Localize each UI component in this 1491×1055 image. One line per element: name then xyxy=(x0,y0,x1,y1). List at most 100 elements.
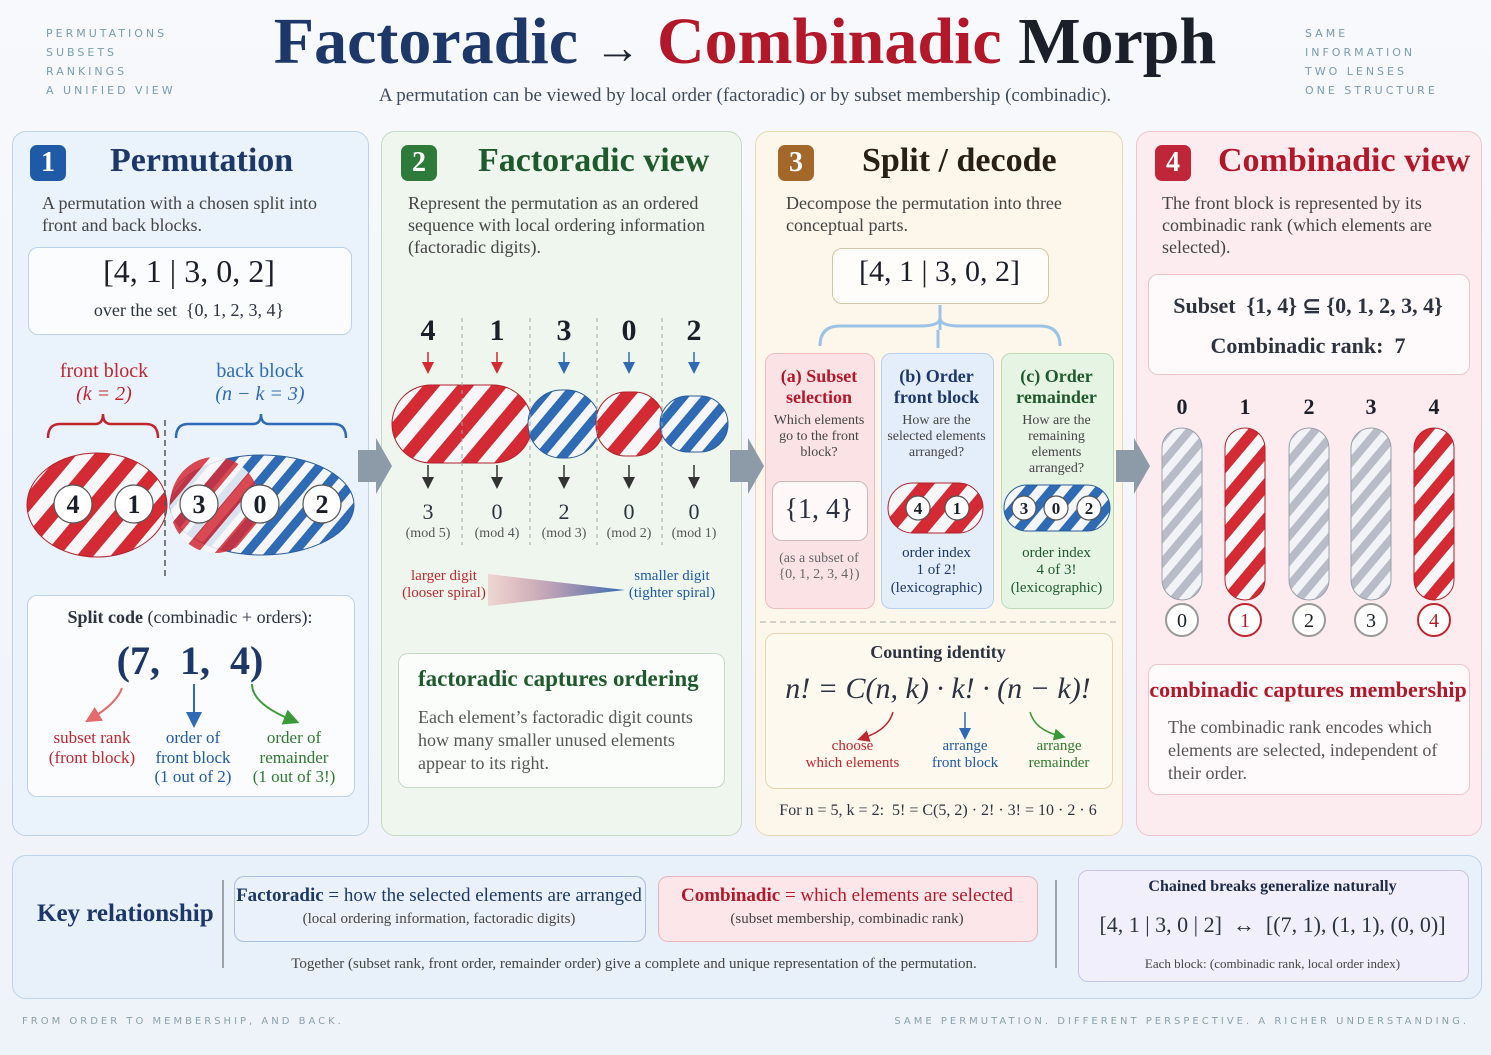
code-note: order of remainder (1 out of 3!) xyxy=(252,728,336,787)
element: 2 xyxy=(686,314,702,347)
ball-label: 3 xyxy=(1020,499,1029,518)
note-arrow xyxy=(857,711,894,742)
code-label: Split code (combinadic + orders): xyxy=(27,607,353,628)
stick-index: 1 xyxy=(1240,610,1250,632)
fact-sub: (local ordering information, factoradic … xyxy=(302,911,576,927)
part-question: How are the selected elements arranged? xyxy=(887,413,986,461)
together: Together (subset rank, front order, rema… xyxy=(291,956,977,972)
identity: n! = C(n, k) · k! · (n − k)! xyxy=(785,672,1091,705)
part-note: order index 1 of 2! (lexicographic) xyxy=(890,545,983,596)
bottom-right: SAME PERMUTATION. DIFFERENT PERSPECTIVE.… xyxy=(894,1016,1469,1027)
identity-title: Counting identity xyxy=(870,642,1006,662)
ball-label: 0 xyxy=(254,490,267,519)
ball-label-bg xyxy=(240,484,280,524)
subset-box xyxy=(772,481,868,541)
comb-sub: (subset membership, combinadic rank) xyxy=(730,911,964,927)
term: Combinadic xyxy=(680,885,781,906)
ball-label-bg xyxy=(905,495,931,521)
split-code: (7, 1, 4) xyxy=(116,638,264,683)
ball-label-bg xyxy=(302,484,342,524)
stick xyxy=(1413,427,1455,601)
part-title: (b) Order front block xyxy=(893,366,980,407)
panel-desc: Decompose the permutation into three con… xyxy=(786,193,1062,235)
stick-index-bg xyxy=(1417,603,1451,637)
key-title: Key relationship xyxy=(37,900,214,927)
definition: = which elements are selected xyxy=(784,885,1014,906)
tag: TWO LENSES xyxy=(1305,65,1407,78)
identity-box xyxy=(765,633,1113,789)
ball-label-bg xyxy=(114,484,154,524)
label: (k = 2) xyxy=(76,383,132,405)
gradient-wedge xyxy=(488,574,625,606)
stick xyxy=(1288,427,1330,601)
permutation: [4, 1 | 3, 0, 2] xyxy=(103,253,275,289)
permutation: [4, 1 | 3, 0, 2] xyxy=(859,255,1020,288)
box-title: factoradic captures ordering xyxy=(418,666,699,691)
example: For n = 5, k = 2: 5! = C(5, 2) · 2! · 3!… xyxy=(779,802,1097,819)
title-part: Factoradic xyxy=(273,5,578,78)
fact-def-box xyxy=(234,876,646,942)
tag: PERMUTATIONS xyxy=(46,27,168,40)
stick-label: 1 xyxy=(1240,394,1251,419)
stick xyxy=(1161,427,1203,601)
rope-segment xyxy=(659,395,729,453)
box-title: combinadic captures membership xyxy=(1149,677,1467,702)
comb-box xyxy=(1148,664,1470,795)
digit: 0 xyxy=(491,499,503,524)
element: 0 xyxy=(621,314,637,347)
smaller-label: smaller digit (tighter spiral) xyxy=(628,568,716,602)
part-question: How are the remaining elements arranged? xyxy=(1022,413,1091,477)
subtitle: A permutation can be viewed by local ord… xyxy=(378,85,1112,106)
mod: (mod 3) xyxy=(541,526,587,541)
rope-segment xyxy=(527,389,601,459)
identity-label: choose which elements xyxy=(805,738,900,772)
ball-label-bg xyxy=(1043,495,1069,521)
perm-box xyxy=(28,247,352,335)
perm-box-3 xyxy=(832,248,1049,304)
right-tags: SAME INFORMATION TWO LENSES ONE STRUCTURE xyxy=(1305,24,1438,100)
stick-index-bg xyxy=(1292,603,1326,637)
ball-label: 2 xyxy=(1085,499,1094,518)
note-arrow xyxy=(1029,711,1066,741)
subset: Subset {1, 4} ⊆ {0, 1, 2, 3, 4} xyxy=(1173,293,1443,318)
panel-number: 1 xyxy=(30,145,66,181)
panel-arrow xyxy=(730,438,764,494)
ball-label-bg xyxy=(944,495,970,521)
fact-box xyxy=(398,653,725,788)
mod: (mod 5) xyxy=(405,526,451,541)
ball-label-bg xyxy=(179,484,219,524)
digit: 3 xyxy=(422,499,434,524)
part-title: (a) Subset selection xyxy=(780,366,858,407)
title: Factoradic → Combinadic Morph xyxy=(200,4,1290,80)
brace xyxy=(46,413,160,439)
code-box xyxy=(27,595,355,797)
panel-number: 2 xyxy=(401,145,437,181)
panel-desc: Represent the permutation as an ordered … xyxy=(408,193,705,257)
ball-label-bg xyxy=(53,484,93,524)
title-part: Morph xyxy=(1018,5,1217,78)
left-tags: PERMUTATIONS SUBSETS RANKINGS A UNIFIED VIE… xyxy=(46,24,176,100)
tag: ONE STRUCTURE xyxy=(1305,84,1438,97)
identity-label: arrange remainder xyxy=(1028,738,1090,772)
ball-label: 3 xyxy=(193,490,206,519)
stick-index: 4 xyxy=(1429,610,1439,632)
part-note: (as a subset of {0, 1, 2, 3, 4}) xyxy=(778,551,860,583)
box-text: The combinadic rank encodes which elemen… xyxy=(1168,717,1438,783)
identity-label: arrange front block xyxy=(931,738,999,772)
panel-number: 3 xyxy=(778,145,814,181)
ball-label-bg xyxy=(1011,495,1037,521)
tag: A UNIFIED VIEW xyxy=(46,84,176,97)
definition: = how the selected elements are arranged xyxy=(328,885,642,906)
chain: [4, 1 | 3, 0 | 2] ↔ [(7, 1), (1, 1), (0,… xyxy=(1099,912,1446,937)
label: back block xyxy=(216,360,304,382)
part-title: (c) Order remainder xyxy=(1016,366,1097,407)
part-note: order index 4 of 3! (lexicographic) xyxy=(1010,545,1103,596)
panel-title: Permutation xyxy=(110,142,294,179)
ball-label: 2 xyxy=(316,490,329,519)
stick-label: 4 xyxy=(1429,394,1440,419)
label: (combinadic + orders): xyxy=(147,607,313,627)
term: Factoradic xyxy=(236,885,324,906)
title-arrow: → xyxy=(594,22,641,73)
stick-index-bg xyxy=(1228,603,1262,637)
bottom-left: FROM ORDER TO MEMBERSHIP, AND BACK. xyxy=(22,1016,344,1027)
